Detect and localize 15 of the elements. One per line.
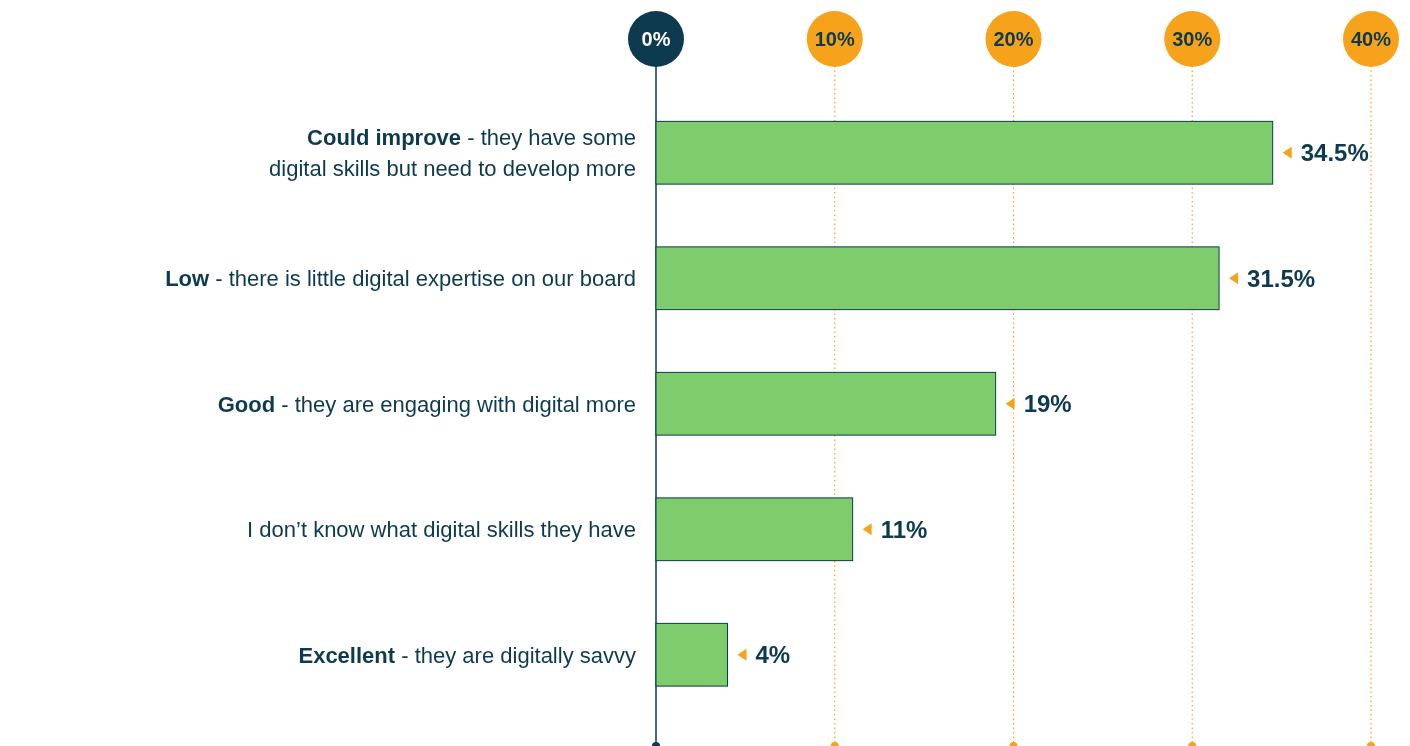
x-tick-label: 0% (641, 28, 671, 51)
category-label: Low - there is little digital expertise on our board (165, 266, 636, 292)
x-tick-label: 10% (814, 28, 855, 51)
data-label: 4% (755, 641, 791, 669)
x-tick-label: 30% (1172, 28, 1213, 51)
x-tick-label: 40% (1350, 28, 1392, 51)
y-tick-label: Good - they are engaging with digital more (217, 391, 636, 417)
category-label: Could improve - they have some digital skills but need to develop more (269, 125, 636, 182)
x-tick-label: 20% (993, 28, 1034, 51)
data-label: 19% (1023, 390, 1072, 418)
y-tick-label: I don’t know what digital skills they have (247, 517, 636, 543)
data-label: 11% (880, 515, 928, 543)
data-label: 34.5% (1300, 139, 1369, 167)
y-tick-label: Excellent - they are digitally savvy (298, 642, 636, 668)
data-label: 31.5% (1247, 264, 1316, 292)
